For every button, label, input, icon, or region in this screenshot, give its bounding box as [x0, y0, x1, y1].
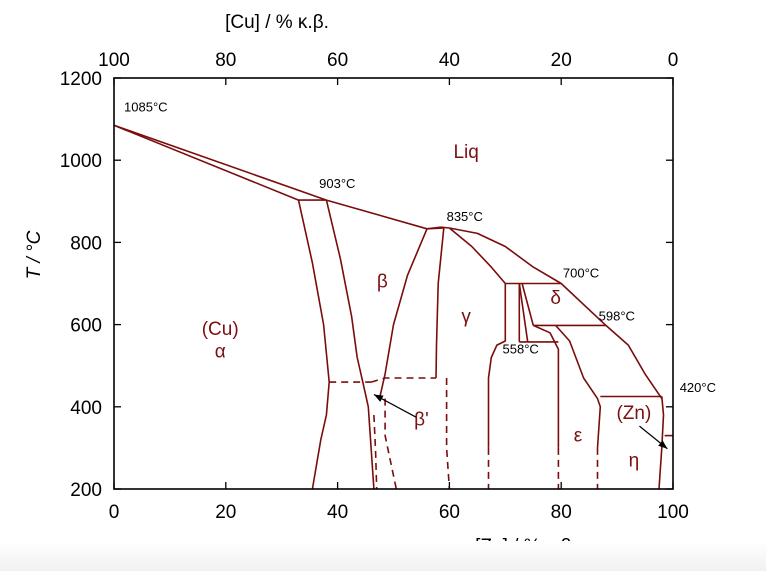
region-label: ε — [574, 426, 583, 447]
boundary-liquidus-80-88 — [560, 282, 607, 326]
temperature-annotation: 1085°C — [124, 100, 168, 115]
temperature-annotation: 700°C — [563, 265, 599, 280]
pointer-arrow-head — [373, 394, 384, 402]
plot-frame — [113, 77, 674, 490]
boundary-alpha-liquidus — [113, 124, 327, 201]
boundary-beta-right — [378, 228, 428, 399]
boundary-peritectic-835 — [426, 227, 444, 230]
boundary-gamma-left — [435, 227, 445, 379]
y-tick-label: 600 — [70, 316, 102, 337]
pointer-arrows — [373, 393, 668, 450]
y-tick-label: 800 — [70, 233, 102, 254]
region-label: δ — [550, 288, 561, 309]
x-tick-label: 0 — [109, 502, 120, 523]
bottom-fade-band — [0, 541, 766, 571]
temperature-annotation: 835°C — [447, 209, 483, 224]
region-label: γ — [461, 307, 471, 328]
boundary-delta-right — [521, 283, 535, 326]
region-label: β' — [414, 409, 429, 430]
x2-tick-label: 20 — [551, 50, 572, 71]
phase-region-labels: Liq (Cu)α β γ δ β' ε (Zn) η — [202, 142, 652, 471]
boundary-gamma-right-lower — [487, 283, 507, 448]
boundary-epsilon-left — [532, 324, 560, 448]
temperature-annotations: 1085°C 903°C 835°C 700°C 598°C 558°C 420°C — [124, 100, 716, 395]
temperature-annotation: 420°C — [680, 380, 716, 395]
boundary-order-disorder-step — [370, 377, 436, 383]
boundary-liquidus-60-80 — [449, 227, 562, 285]
y-tick-label: 1200 — [60, 69, 102, 90]
x-tick-label: 20 — [215, 502, 236, 523]
temperature-annotation: 558°C — [503, 341, 539, 356]
boundary-epsilon-right — [555, 324, 602, 448]
boundary-gamma-right-upper — [448, 227, 506, 285]
x-tick-label: 80 — [551, 502, 572, 523]
temperature-annotation: 598°C — [599, 308, 635, 323]
x-tick-label: 100 — [657, 502, 689, 523]
temperature-annotation: 903°C — [319, 176, 355, 191]
x2-tick-label: 100 — [98, 50, 130, 71]
region-label: β — [377, 272, 388, 293]
chart-labels: [Zn] / % κ.β. [Cu] / % κ.β. T / °C — [24, 12, 577, 557]
region-label: (Zn) — [616, 403, 651, 424]
x2-tick-label: 80 — [215, 50, 236, 71]
x2-tick-label: 40 — [439, 50, 460, 71]
x2-tick-label: 0 — [668, 50, 679, 71]
region-label: Liq — [453, 142, 478, 163]
boundary-alpha-solvus — [297, 199, 331, 490]
y-tick-label: 1000 — [60, 151, 102, 172]
boundary-liquidus-38-56 — [326, 199, 428, 230]
pointer-arrow-head — [658, 440, 668, 449]
y-tick-label: 400 — [70, 398, 102, 419]
x2-axis-title: [Cu] / % κ.β. — [225, 12, 329, 33]
x-tick-label: 40 — [327, 502, 348, 523]
region-label: α — [215, 341, 226, 362]
axes — [113, 77, 674, 490]
boundary-beta-left — [325, 199, 375, 490]
phase-boundaries — [113, 124, 673, 490]
y-axis-title: T / °C — [24, 230, 45, 279]
boundary-gamma-left-low — [445, 378, 451, 490]
y-tick-label: 200 — [70, 480, 102, 501]
boundary-alpha-solidus — [113, 124, 299, 201]
region-label: (Cu) — [202, 319, 239, 340]
boundary-delta-diag — [518, 283, 529, 343]
boundary-betaprime-right — [384, 398, 398, 490]
boundary-zn-solidus — [658, 396, 665, 490]
x2-tick-label: 60 — [327, 50, 348, 71]
boundary-liquidus-88-98 — [605, 324, 663, 400]
x-tick-label: 60 — [439, 502, 460, 523]
boundary-beta-left-low — [373, 414, 378, 490]
region-label: η — [629, 450, 640, 471]
